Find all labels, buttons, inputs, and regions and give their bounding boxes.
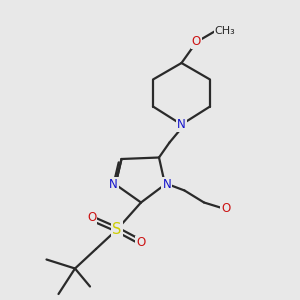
Text: CH₃: CH₃ [214,26,236,36]
Text: O: O [136,236,146,250]
Text: N: N [109,178,118,191]
Text: N: N [177,118,186,131]
Text: O: O [221,202,230,215]
Text: O: O [192,35,201,48]
Text: S: S [112,222,122,237]
Text: N: N [162,178,171,191]
Text: O: O [87,211,96,224]
